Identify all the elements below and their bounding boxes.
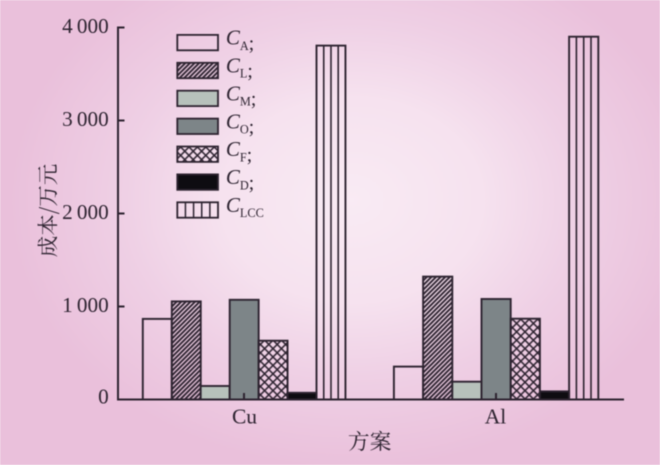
- svg-text:1 000: 1 000: [62, 293, 109, 317]
- svg-text:Al: Al: [485, 405, 507, 429]
- svg-text:0: 0: [98, 385, 109, 409]
- svg-text:2 000: 2 000: [62, 200, 109, 224]
- svg-text:4 000: 4 000: [62, 14, 109, 38]
- svg-text:Cu: Cu: [232, 405, 257, 429]
- svg-text:3 000: 3 000: [62, 107, 109, 131]
